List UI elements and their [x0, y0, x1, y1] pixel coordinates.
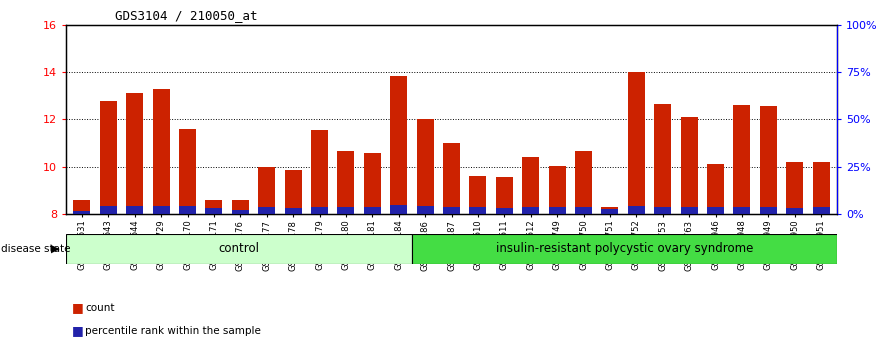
Bar: [100, 206, 117, 214]
Bar: [575, 152, 592, 214]
Bar: [628, 206, 645, 214]
Bar: [179, 129, 196, 214]
Bar: [602, 207, 618, 214]
Bar: [205, 208, 223, 214]
Bar: [812, 207, 830, 214]
Bar: [152, 89, 170, 214]
Text: ■: ■: [72, 325, 84, 337]
Bar: [654, 207, 671, 214]
Text: GDS3104 / 210050_at: GDS3104 / 210050_at: [115, 9, 257, 22]
Bar: [311, 130, 328, 214]
Bar: [364, 153, 381, 214]
Bar: [73, 211, 91, 214]
Bar: [496, 207, 513, 214]
Bar: [417, 206, 433, 214]
Bar: [179, 206, 196, 214]
Text: count: count: [85, 303, 115, 313]
Bar: [522, 157, 539, 214]
Bar: [628, 72, 645, 214]
Bar: [680, 117, 698, 214]
Bar: [364, 207, 381, 214]
Bar: [411, 234, 837, 264]
Bar: [470, 176, 486, 214]
Bar: [443, 143, 460, 214]
Bar: [232, 200, 249, 214]
Text: percentile rank within the sample: percentile rank within the sample: [85, 326, 262, 336]
Text: ■: ■: [72, 302, 84, 314]
Bar: [73, 200, 91, 214]
Bar: [258, 167, 275, 214]
Text: ▶: ▶: [51, 244, 60, 253]
Bar: [66, 234, 411, 264]
Bar: [654, 104, 671, 214]
Bar: [733, 207, 751, 214]
Bar: [390, 76, 407, 214]
Text: insulin-resistant polycystic ovary syndrome: insulin-resistant polycystic ovary syndr…: [496, 242, 753, 255]
Bar: [152, 206, 170, 214]
Bar: [759, 207, 777, 214]
Bar: [417, 119, 433, 214]
Bar: [126, 93, 144, 214]
Bar: [337, 207, 354, 214]
Bar: [549, 166, 566, 214]
Bar: [390, 205, 407, 214]
Bar: [575, 207, 592, 214]
Bar: [100, 101, 117, 214]
Bar: [707, 207, 724, 214]
Bar: [258, 207, 275, 214]
Bar: [126, 206, 144, 214]
Bar: [470, 207, 486, 214]
Bar: [522, 207, 539, 214]
Bar: [812, 162, 830, 214]
Bar: [496, 177, 513, 214]
Bar: [733, 105, 751, 214]
Bar: [285, 170, 301, 214]
Bar: [205, 200, 223, 214]
Bar: [759, 107, 777, 214]
Bar: [337, 152, 354, 214]
Bar: [707, 165, 724, 214]
Bar: [285, 207, 301, 214]
Bar: [786, 207, 803, 214]
Bar: [311, 207, 328, 214]
Bar: [680, 207, 698, 214]
Bar: [549, 207, 566, 214]
Bar: [602, 210, 618, 214]
Bar: [232, 210, 249, 214]
Bar: [443, 207, 460, 214]
Bar: [786, 162, 803, 214]
Text: disease state: disease state: [1, 244, 70, 253]
Text: control: control: [218, 242, 259, 255]
